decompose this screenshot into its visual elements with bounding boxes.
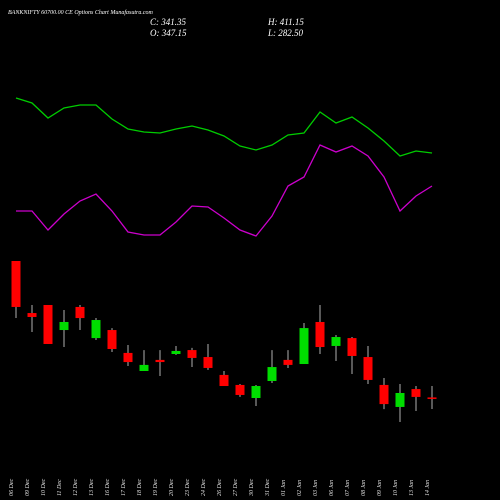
candle-body	[251, 386, 261, 399]
candle-body	[331, 337, 341, 346]
line-series	[16, 144, 433, 237]
x-tick-label: 07 Jan	[345, 480, 351, 496]
x-tick-label: 13 Dec	[89, 479, 95, 496]
candle-body	[43, 304, 53, 344]
x-tick-label: 08 Jan	[361, 480, 367, 496]
candle-body	[139, 364, 149, 371]
x-tick-label: 06 Dec	[9, 479, 15, 496]
stat-high: H: 411.15	[267, 17, 304, 27]
x-tick-label: 13 Jan	[409, 480, 415, 496]
x-tick-label: 09 Jan	[377, 480, 383, 496]
stat-low: L: 282.50	[267, 28, 304, 38]
candle-body	[379, 384, 389, 405]
x-tick-label: 01 Jan	[281, 480, 287, 496]
candle-body	[363, 357, 373, 380]
x-tick-label: 17 Dec	[121, 479, 127, 496]
x-tick-label: 03 Jan	[313, 480, 319, 496]
x-tick-label: 26 Dec	[217, 479, 223, 496]
candle-body	[171, 350, 181, 355]
candle-body	[187, 350, 197, 358]
candle-body	[347, 338, 357, 356]
candle-body	[267, 367, 277, 382]
candle-body	[315, 321, 325, 348]
x-tick-label: 30 Dec	[249, 479, 255, 497]
candle-body	[299, 328, 309, 365]
candle-body	[59, 321, 69, 331]
chart-title: BANKNIFTY 60700.00 CE Options Chart Muna…	[8, 9, 154, 16]
x-tick-label: 02 Jan	[297, 480, 303, 496]
x-tick-label: 27 Dec	[233, 479, 239, 496]
candle-body	[107, 330, 117, 349]
candle-body	[123, 352, 133, 363]
x-tick-label: 14 Jan	[424, 480, 431, 496]
candle-body	[235, 384, 245, 395]
candle-body	[395, 392, 405, 407]
x-tick-label: 20 Dec	[169, 479, 175, 496]
x-tick-label: 10 Jan	[393, 480, 399, 496]
x-tick-label: 24 Dec	[200, 479, 207, 496]
line-series	[15, 97, 433, 157]
x-tick-label: 23 Dec	[185, 479, 191, 496]
x-tick-label: 10 Dec	[41, 479, 47, 496]
candle-body	[283, 359, 293, 365]
candle-body	[411, 389, 421, 397]
stat-open: O: 347.15	[150, 28, 187, 38]
x-tick-label: 06 Jan	[329, 480, 335, 496]
stat-close: C: 341.35	[150, 17, 187, 27]
x-tick-label: 31 Dec	[265, 479, 271, 497]
x-tick-label: 19 Dec	[153, 479, 159, 496]
candle-body	[219, 374, 229, 387]
candle-body	[27, 313, 37, 317]
candle-body	[427, 397, 437, 399]
candle-body	[11, 260, 21, 307]
x-tick-label: 18 Dec	[137, 479, 143, 496]
x-tick-label: 09 Dec	[25, 479, 31, 496]
x-tick-label: 12 Dec	[73, 479, 79, 496]
candle-body	[75, 306, 85, 319]
x-tick-label: 16 Dec	[105, 479, 111, 496]
x-tick-label: 11 Dec	[57, 479, 63, 496]
candle-body	[203, 357, 213, 368]
candle-body	[91, 320, 101, 339]
candle-body	[155, 359, 165, 363]
